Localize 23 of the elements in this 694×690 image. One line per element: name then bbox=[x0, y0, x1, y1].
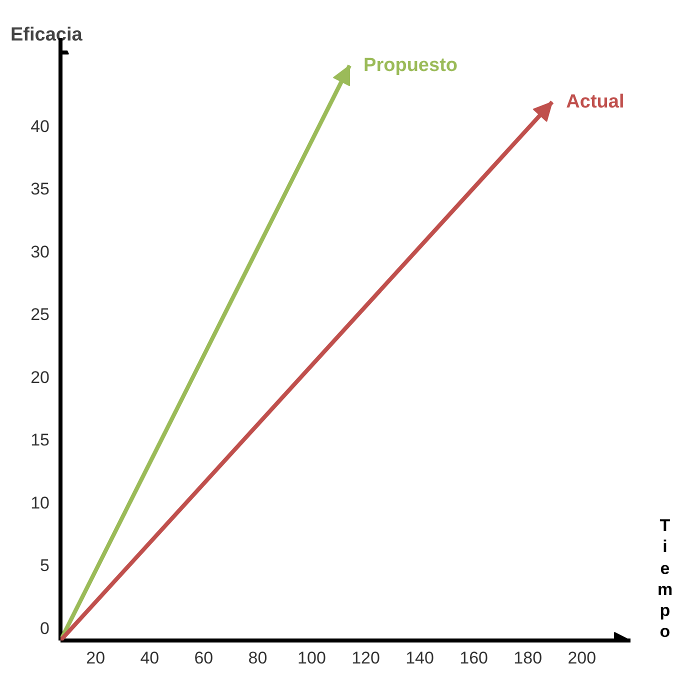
y-tick-label: 35 bbox=[30, 180, 50, 199]
y-tick-label: 0 bbox=[40, 618, 50, 638]
y-tick-label: 30 bbox=[30, 242, 50, 262]
x-tick-label: 60 bbox=[194, 648, 214, 668]
x-tick-label: 180 bbox=[514, 648, 542, 668]
y-tick-label: 10 bbox=[30, 493, 50, 512]
x-tick-label: 100 bbox=[298, 648, 326, 668]
legend-label: Actual bbox=[566, 91, 624, 112]
y-tick-label: 20 bbox=[30, 368, 50, 387]
x-tick-label: 140 bbox=[406, 648, 434, 668]
y-tick-label: 40 bbox=[30, 116, 50, 136]
x-tick-label: 120 bbox=[352, 648, 380, 668]
y-axis-title: Eficacia bbox=[10, 24, 83, 46]
x-tick-label: 40 bbox=[140, 648, 160, 668]
y-tick-label: 5 bbox=[40, 556, 50, 576]
legend-label: Propuesto bbox=[364, 55, 458, 76]
y-tick-label: 15 bbox=[30, 430, 50, 450]
x-axis-title: Tiempo bbox=[657, 515, 673, 642]
x-tick-label: 20 bbox=[86, 648, 106, 668]
x-tick-label: 160 bbox=[460, 648, 488, 668]
y-tick-label: 25 bbox=[30, 305, 50, 324]
x-tick-label: 200 bbox=[568, 648, 596, 668]
x-tick-label: 80 bbox=[248, 648, 268, 668]
